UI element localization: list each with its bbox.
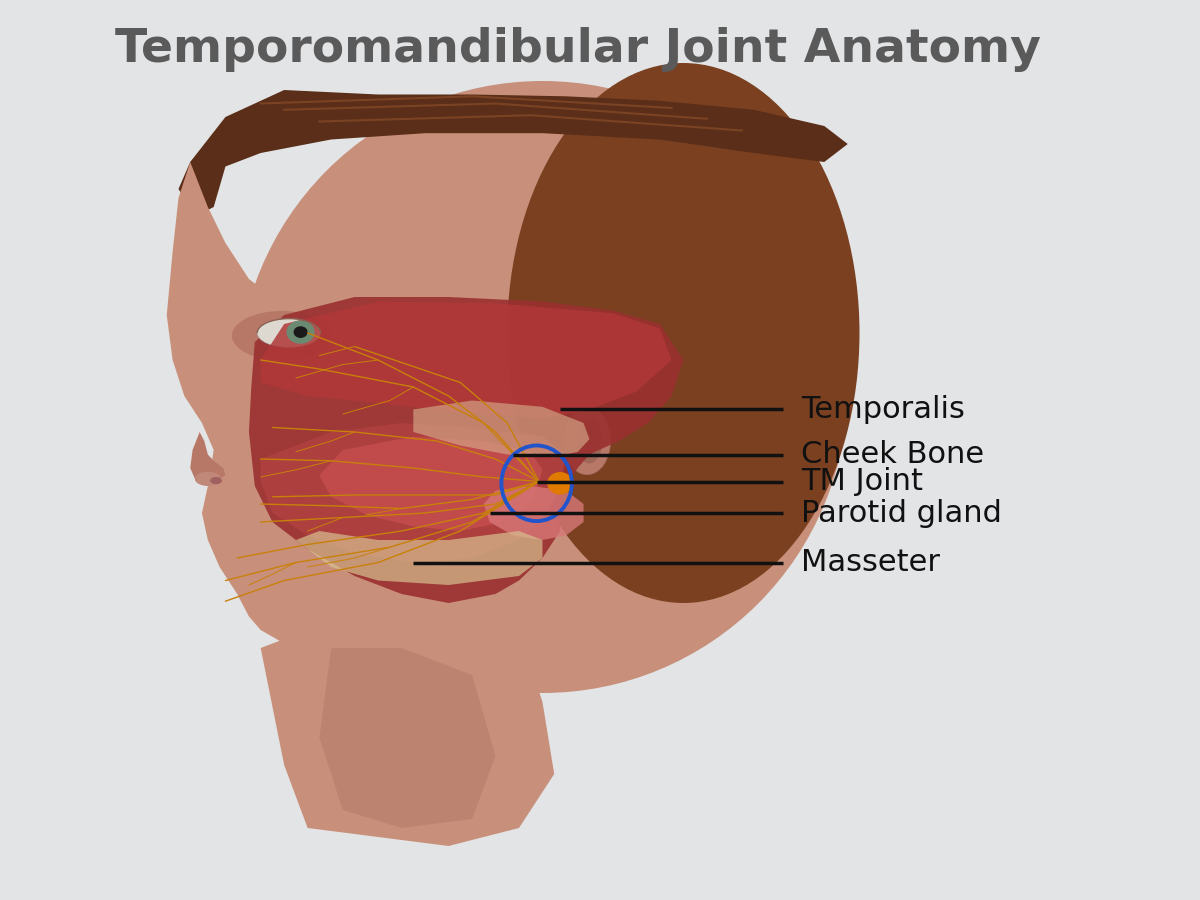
Polygon shape	[260, 302, 672, 418]
Text: TM Joint: TM Joint	[800, 467, 923, 496]
Polygon shape	[248, 297, 683, 603]
Polygon shape	[179, 153, 226, 216]
Polygon shape	[260, 585, 554, 846]
Ellipse shape	[232, 311, 331, 361]
Polygon shape	[167, 162, 472, 650]
Polygon shape	[413, 400, 589, 457]
Text: Temporalis: Temporalis	[800, 395, 965, 424]
Polygon shape	[296, 531, 542, 585]
Polygon shape	[319, 648, 496, 828]
Ellipse shape	[194, 472, 221, 486]
Polygon shape	[319, 436, 542, 531]
Text: Parotid gland: Parotid gland	[800, 499, 1002, 527]
Ellipse shape	[508, 63, 859, 603]
Text: Cheek Bone: Cheek Bone	[800, 440, 984, 469]
Ellipse shape	[257, 319, 320, 347]
Polygon shape	[191, 432, 226, 484]
Ellipse shape	[238, 81, 847, 693]
Polygon shape	[191, 90, 847, 180]
Ellipse shape	[294, 327, 307, 338]
Polygon shape	[484, 486, 583, 540]
Ellipse shape	[576, 418, 602, 464]
Ellipse shape	[547, 472, 572, 494]
Ellipse shape	[210, 477, 222, 484]
Text: Masseter: Masseter	[800, 548, 940, 577]
Text: Temporomandibular Joint Anatomy: Temporomandibular Joint Anatomy	[115, 27, 1040, 72]
Polygon shape	[260, 423, 566, 562]
Ellipse shape	[287, 320, 314, 344]
Ellipse shape	[564, 407, 611, 475]
